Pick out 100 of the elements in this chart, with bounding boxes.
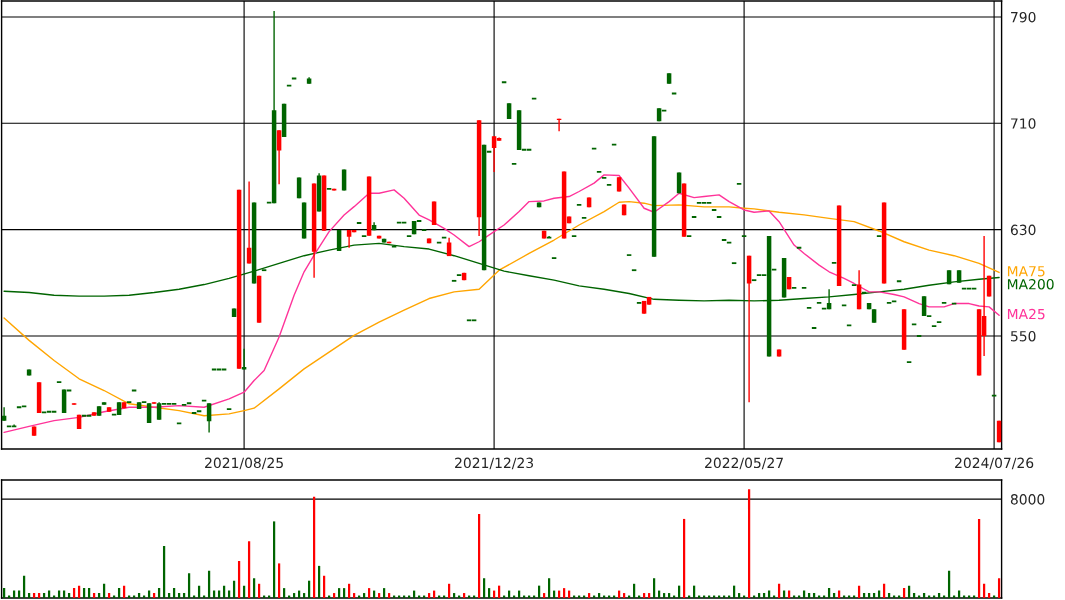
bar: [812, 593, 816, 598]
candlestick: [630, 269, 638, 272]
bar: [387, 593, 391, 598]
candlestick: [905, 361, 913, 364]
candlestick: [435, 241, 443, 244]
candlestick: [730, 262, 738, 265]
bar: [997, 578, 1001, 598]
candlestick: [45, 410, 53, 413]
bar: [292, 593, 296, 598]
candlestick: [40, 411, 48, 414]
candlestick: [170, 402, 178, 405]
bar: [157, 588, 161, 598]
candlestick: [180, 403, 188, 406]
bar: [107, 593, 111, 598]
candlestick: [750, 279, 758, 282]
bar: [352, 593, 356, 598]
bar: [652, 578, 656, 598]
candlestick: [125, 401, 133, 404]
bar: [597, 593, 601, 598]
bar: [827, 588, 831, 598]
bar: [137, 593, 141, 598]
candlestick: [940, 301, 948, 304]
candlestick: [50, 410, 58, 413]
candlestick: [595, 170, 603, 173]
x-tick-label: 2021/12/23: [455, 457, 534, 470]
candlestick: [450, 279, 458, 282]
candlestick: [895, 280, 903, 283]
bar: [662, 593, 666, 598]
bar: [867, 593, 871, 598]
y-tick-label: 550: [1011, 330, 1036, 342]
bar: [902, 588, 906, 598]
bar: [282, 588, 286, 598]
bar: [92, 593, 96, 598]
candlestick: [341, 168, 347, 192]
bar: [547, 578, 551, 598]
candlestick: [241, 348, 247, 371]
candlestick: [910, 323, 918, 326]
candlestick: [545, 235, 553, 239]
bar: [642, 593, 646, 598]
candlestick: [605, 183, 613, 186]
candlestick: [195, 410, 203, 413]
candlestick: [600, 176, 608, 179]
candlestick: [820, 307, 828, 310]
candlestick: [550, 257, 558, 260]
bar: [342, 588, 346, 598]
candlestick: [455, 274, 463, 277]
bar: [462, 593, 466, 598]
bar: [152, 593, 156, 598]
candlestick: [500, 81, 508, 84]
candlestick: [395, 221, 403, 224]
candlestick: [55, 381, 63, 384]
bar: [757, 593, 761, 598]
bar: [272, 521, 276, 598]
candlestick: [890, 300, 898, 303]
bar: [362, 593, 366, 598]
y-tick-label: 8000: [1010, 494, 1045, 505]
candlestick: [845, 324, 853, 327]
bar: [167, 593, 171, 598]
bar: [487, 588, 491, 598]
series-label: MA75: [1007, 266, 1045, 277]
bar: [42, 593, 46, 598]
bar: [2, 588, 6, 598]
candlestick: [146, 402, 152, 424]
bar: [762, 593, 766, 598]
series-label: MA200: [1007, 278, 1054, 290]
candlestick: [635, 301, 643, 304]
candlestick: [470, 319, 478, 322]
bar: [862, 593, 866, 598]
bar: [67, 593, 71, 598]
bar: [182, 593, 186, 598]
bar: [562, 588, 566, 598]
line-series: [3, 174, 1000, 434]
bar: [482, 578, 486, 598]
bar: [587, 593, 591, 598]
x-tick-label: 2022/05/27: [705, 457, 783, 470]
candlestick: [510, 162, 518, 165]
bar: [377, 593, 381, 598]
bar: [172, 588, 176, 598]
candlestick: [610, 143, 618, 146]
bar: [922, 593, 926, 598]
candlestick: [85, 414, 93, 417]
bar: [337, 588, 341, 598]
candlestick: [795, 246, 803, 249]
candlestick: [185, 402, 193, 405]
bar: [542, 593, 546, 598]
candlestick: [755, 274, 763, 277]
candlestick: [830, 261, 838, 264]
bar: [277, 563, 281, 598]
candlestick: [850, 284, 858, 287]
bar: [667, 593, 671, 598]
candlestick: [200, 399, 208, 402]
bar: [82, 588, 86, 598]
bar: [807, 593, 811, 598]
bar: [367, 588, 371, 598]
candlestick: [390, 245, 398, 248]
candlestick: [165, 402, 173, 405]
bar: [27, 593, 31, 598]
bar: [872, 593, 876, 598]
bar: [832, 593, 836, 598]
y-tick-label: 630: [1010, 224, 1036, 236]
